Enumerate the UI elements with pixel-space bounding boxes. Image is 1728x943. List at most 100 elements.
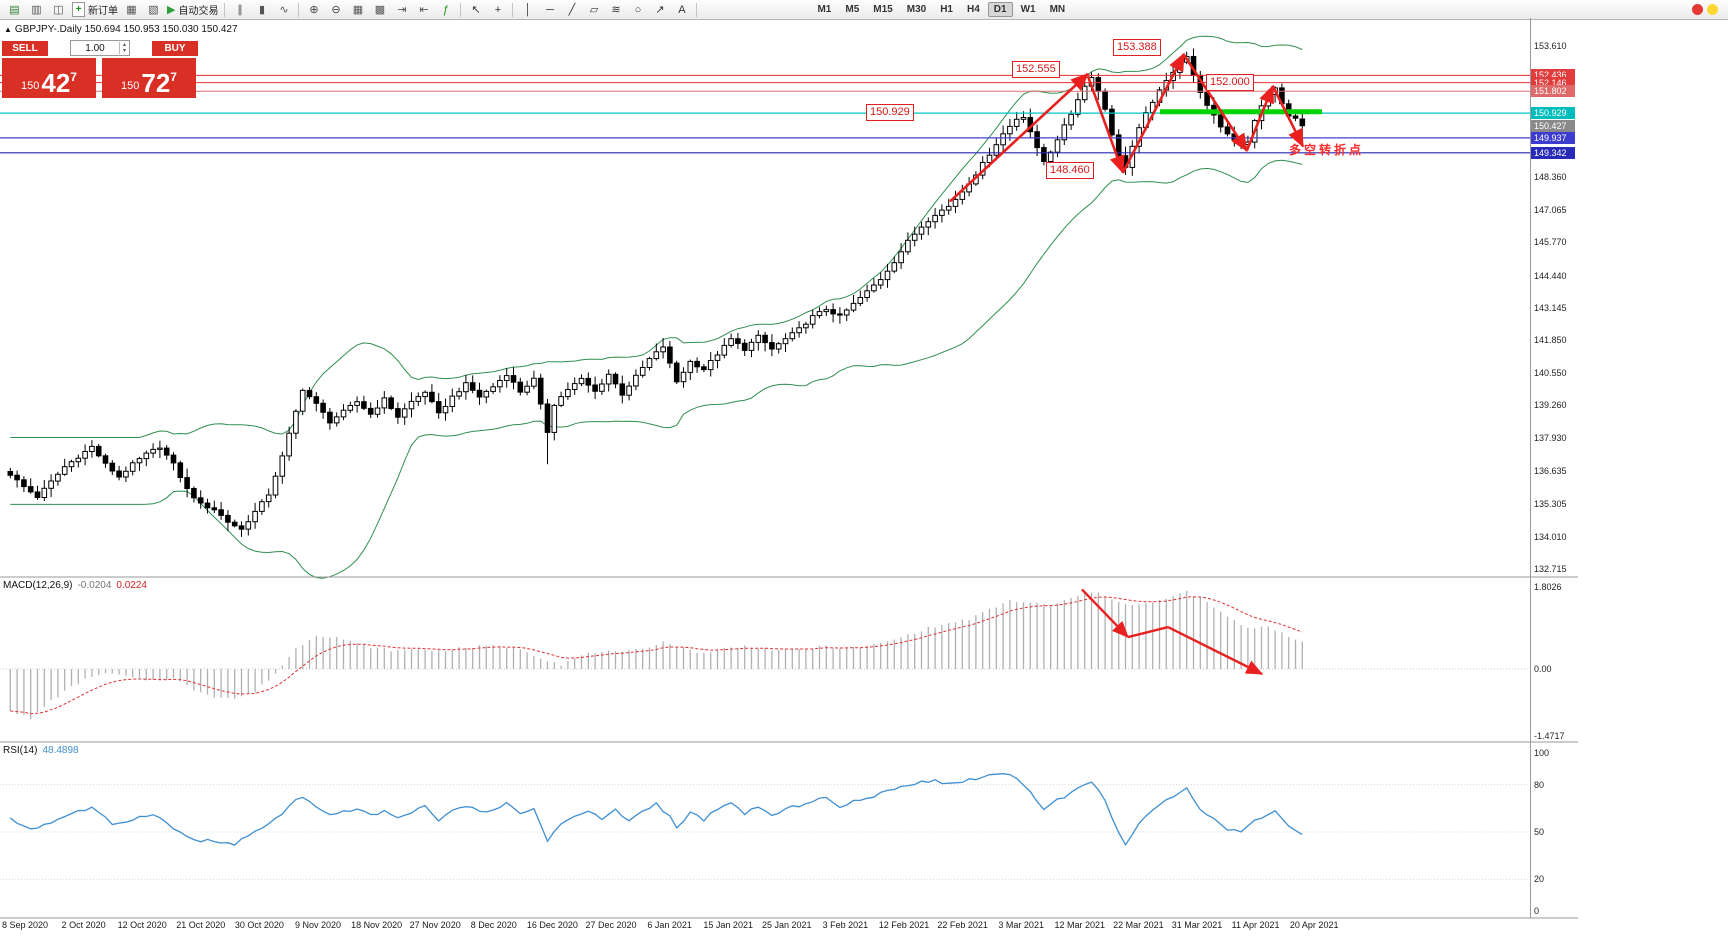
toolbar-button-chart-profiles[interactable]: ▥ — [26, 2, 47, 18]
trend-arrow-objects[interactable] — [949, 52, 1305, 203]
toolbar-button-zoom-in[interactable]: ⊕ — [303, 2, 324, 18]
chart-canvas[interactable] — [0, 0, 1590, 943]
toolbar-button-vertical-line[interactable]: │ — [517, 2, 538, 18]
toolbar-button-zoom-out[interactable]: ⊖ — [325, 2, 346, 18]
turning-point-note[interactable]: 多空转折点 — [1289, 143, 1365, 157]
toolbar-button-chart-shift[interactable]: ⇤ — [413, 2, 434, 18]
chart-shift-icon: ⇤ — [419, 3, 429, 16]
ask-point: 7 — [170, 70, 177, 84]
toolbar-button-shapes[interactable]: ○ — [627, 2, 648, 18]
timeframe-button-M5[interactable]: M5 — [845, 4, 860, 15]
price-axis-tag: 150.427 — [1531, 119, 1575, 132]
auto-trading-label: 自动交易 — [178, 6, 219, 17]
ask-price-button[interactable]: 150 72 7 — [102, 58, 196, 98]
date-axis-label: 11 Apr 2021 — [1231, 920, 1280, 930]
arrows-tool-icon: ↗ — [655, 3, 665, 16]
buy-button[interactable]: BUY — [152, 40, 198, 56]
bid-point: 7 — [70, 70, 77, 84]
toolbar-button-data-window[interactable]: ▧ — [143, 2, 164, 18]
price-axis-label: 145.770 — [1534, 237, 1567, 248]
volume-value[interactable]: 1.00 — [85, 42, 105, 54]
timeframe-button-MN[interactable]: MN — [1049, 4, 1066, 15]
price-annotation-label[interactable]: 152.555 — [1012, 61, 1060, 78]
toolbar-button-cascade-windows[interactable]: ▩ — [369, 2, 390, 18]
zoom-out-icon: ⊖ — [331, 3, 341, 16]
toolbar-button-new-order[interactable]: + 新订单 — [70, 2, 120, 18]
toolbar-button-tile-windows[interactable]: ▦ — [347, 2, 368, 18]
timeframe-button-M15[interactable]: M15 — [873, 4, 893, 15]
macd-trend-arrow[interactable] — [1081, 588, 1129, 638]
rsi-axis-label: 0 — [1534, 906, 1540, 916]
price-annotation-label[interactable]: 148.460 — [1046, 162, 1094, 179]
price-axis-label: 139.260 — [1534, 400, 1567, 411]
price-annotation-label[interactable]: 152.000 — [1206, 74, 1254, 91]
price-axis-label: 147.065 — [1534, 204, 1567, 215]
volume-stepper[interactable]: 1.00 ▴ ▾ — [70, 40, 130, 56]
timeframe-button-M1[interactable]: M1 — [817, 4, 832, 15]
toolbar-button-trendline[interactable]: ╱ — [561, 2, 582, 18]
toolbar-button-crosshair[interactable]: + — [487, 2, 508, 18]
price-annotation-label[interactable]: 153.388 — [1113, 39, 1161, 56]
auto-trading-icon: ▶ — [167, 3, 176, 16]
toolbar-button-equidistant-channel[interactable]: ▱ — [583, 2, 604, 18]
alert-yellow-icon[interactable] — [1707, 4, 1718, 15]
sell-button[interactable]: SELL — [2, 40, 48, 56]
date-axis-label: 8 Sep 2020 — [1, 920, 49, 930]
price-annotation-label[interactable]: 150.929 — [866, 104, 914, 121]
toolbar-button-window-tile[interactable]: ◫ — [48, 2, 69, 18]
zoom-in-icon: ⊕ — [309, 3, 319, 16]
toolbar-button-auto-trading[interactable]: ▶ 自动交易 — [165, 2, 220, 18]
toolbar-button-indicators[interactable]: ƒ — [435, 2, 456, 18]
date-axis-label: 27 Dec 2020 — [585, 920, 637, 930]
bar-chart-type-icon: ∥ — [237, 3, 243, 16]
toolbar-button-candlestick-chart-type[interactable]: ▮ — [251, 2, 272, 18]
toolbar-button-fibonacci[interactable]: ≋ — [605, 2, 626, 18]
crosshair-icon: + — [494, 3, 502, 16]
equidistant-channel-icon: ▱ — [589, 3, 599, 16]
horizontal-line-icon: ─ — [546, 3, 554, 16]
toolbar-button-text-tool[interactable]: A — [671, 2, 692, 18]
timeframe-button-W1[interactable]: W1 — [1020, 4, 1036, 15]
macd-trend-arrow[interactable] — [1167, 626, 1264, 676]
date-axis-label: 8 Dec 2020 — [470, 920, 517, 930]
toolbar-button-market-watch[interactable]: ▦ — [121, 2, 142, 18]
price-axis-tag: 151.802 — [1531, 85, 1575, 98]
macd-axis-label: -1.4717 — [1534, 730, 1565, 741]
macd-value-1: -0.0204 — [77, 580, 112, 591]
price-axis-label: 141.850 — [1534, 335, 1567, 346]
toolbar-button-arrows-tool[interactable]: ↗ — [649, 2, 670, 18]
date-axis-label: 21 Oct 2020 — [176, 920, 226, 930]
macd-trend-arrow[interactable] — [1127, 625, 1169, 639]
date-axis-label: 3 Mar 2021 — [998, 920, 1044, 930]
toolbar-button-new-chart[interactable]: ▤ — [4, 2, 25, 18]
alert-red-icon[interactable] — [1692, 4, 1703, 15]
date-axis-label: 31 Mar 2021 — [1171, 920, 1223, 930]
volume-down-icon[interactable]: ▾ — [122, 48, 126, 54]
date-axis-label: 15 Jan 2021 — [703, 920, 753, 930]
timeframe-button-D1[interactable]: D1 — [987, 2, 1013, 17]
toolbar-button-cursor[interactable]: ↖ — [465, 2, 486, 18]
date-axis-label: 30 Oct 2020 — [234, 920, 284, 930]
date-axis-label: 12 Feb 2021 — [878, 920, 930, 930]
date-axis-label: 12 Mar 2021 — [1054, 920, 1106, 930]
timeframe-button-H1[interactable]: H1 — [940, 4, 953, 15]
oneclick-expander-icon[interactable]: ▲ — [4, 25, 12, 34]
bid-price-button[interactable]: 150 42 7 — [2, 58, 96, 98]
bollinger-bands — [10, 35, 1303, 579]
timeframe-button-H4[interactable]: H4 — [966, 4, 980, 15]
new-order-icon: + — [72, 2, 85, 17]
date-axis-label: 12 Oct 2020 — [117, 920, 167, 930]
toolbar-button-auto-scroll[interactable]: ⇥ — [391, 2, 412, 18]
date-axis-label: 9 Nov 2020 — [294, 920, 342, 930]
toolbar-button-horizontal-line[interactable]: ─ — [539, 2, 560, 18]
volume-spin-buttons[interactable]: ▴ ▾ — [119, 42, 129, 54]
window-tile-icon: ◫ — [53, 3, 64, 16]
date-axis-label: 27 Nov 2020 — [409, 920, 461, 930]
indicators-icon: ƒ — [442, 3, 450, 16]
text-tool-icon: A — [678, 3, 686, 16]
volume-up-icon[interactable]: ▴ — [122, 42, 126, 48]
timeframe-button-M30[interactable]: M30 — [906, 4, 927, 15]
toolbar-button-bar-chart-type[interactable]: ∥ — [229, 2, 250, 18]
auto-scroll-icon: ⇥ — [397, 3, 407, 16]
toolbar-button-line-chart-type[interactable]: ∿ — [273, 2, 294, 18]
